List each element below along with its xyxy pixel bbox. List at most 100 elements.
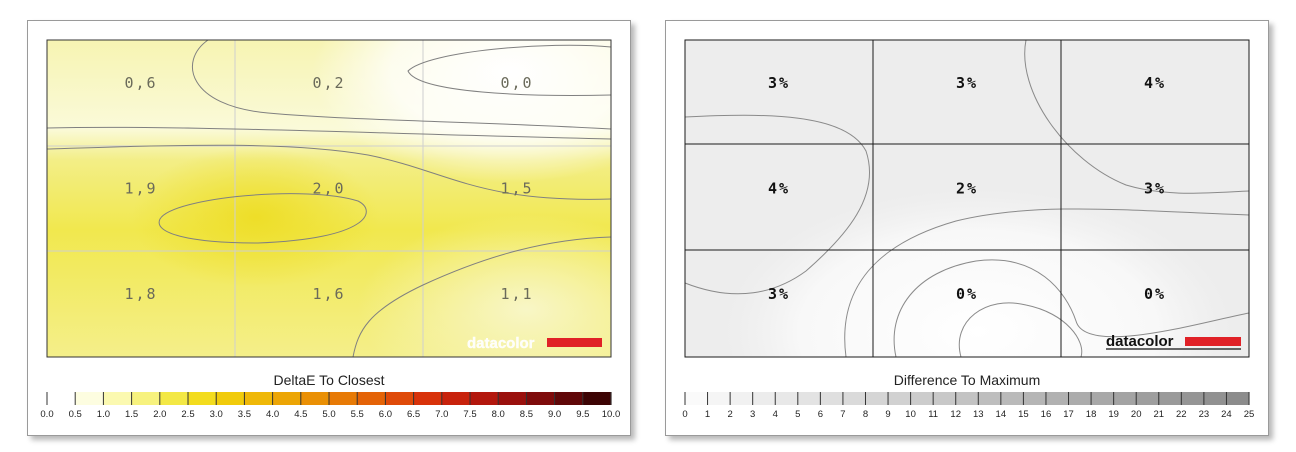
scale-swatch xyxy=(978,392,1002,405)
scale-swatch xyxy=(1091,392,1115,405)
datacolor-logo: datacolor xyxy=(467,335,602,352)
scale-swatch xyxy=(1000,392,1024,405)
scale-label: 13 xyxy=(973,409,984,420)
scale-swatch xyxy=(752,392,776,405)
scale-label: 4.5 xyxy=(294,409,307,420)
deltae-chart-panel: 0,6 0,2 0,0 1,9 2,0 1,5 1,8 1,6 1,1 datacolor De… xyxy=(27,20,631,436)
scale-label: 25 xyxy=(1244,409,1255,420)
scale-label: 0 xyxy=(682,409,687,420)
scale-swatch xyxy=(1023,392,1047,405)
scale-label: 23 xyxy=(1199,409,1210,420)
cell-value: 3% xyxy=(768,285,790,303)
cell-value: 1,5 xyxy=(500,180,533,198)
scale-swatch xyxy=(1136,392,1160,405)
scale-swatch xyxy=(1068,392,1092,405)
contour-line xyxy=(958,302,1083,358)
difference-cell-values: 3% 3% 4% 4% 2% 3% 3% 0% 0% xyxy=(768,74,1166,303)
datacolor-wordmark: datacolor xyxy=(1106,333,1174,350)
scale-swatch xyxy=(582,392,612,405)
scale-label: 9.5 xyxy=(576,409,589,420)
contour-line xyxy=(192,39,612,130)
scale-swatch xyxy=(470,392,499,405)
contour-line xyxy=(407,44,612,96)
scale-swatch xyxy=(272,392,302,405)
scale-label: 5.0 xyxy=(322,409,335,420)
scale-swatch xyxy=(865,392,889,405)
datacolor-logo: datacolor xyxy=(1106,333,1241,350)
scale-swatch xyxy=(103,392,133,405)
scale-swatch xyxy=(75,392,104,405)
scale-label: 0.5 xyxy=(69,409,82,420)
cell-value: 2,0 xyxy=(312,180,345,198)
contour-line xyxy=(844,208,1250,358)
scale-swatch xyxy=(797,392,821,405)
difference-grid xyxy=(685,40,1249,357)
scale-swatch xyxy=(159,392,189,405)
scale-label: 3.0 xyxy=(210,409,223,420)
cell-value: 0,0 xyxy=(500,74,533,92)
scale-label: 2 xyxy=(727,409,732,420)
deltae-grid xyxy=(47,40,611,357)
cell-value: 1,8 xyxy=(124,285,157,303)
legend-title: Difference To Maximum xyxy=(894,372,1041,388)
scale-label: 5 xyxy=(795,409,800,420)
scale-label: 10 xyxy=(905,409,916,420)
scale-swatch xyxy=(300,392,330,405)
scale-label: 11 xyxy=(928,409,938,420)
difference-heatmap: 3% 3% 4% 4% 2% 3% 3% 0% 0% datacolor Difference … xyxy=(682,39,1254,420)
scale-label: 1.0 xyxy=(97,409,110,420)
contour-line xyxy=(158,193,367,244)
scale-label: 7 xyxy=(840,409,845,420)
scale-label: 20 xyxy=(1131,409,1142,420)
deltae-heatmap: 0,6 0,2 0,0 1,9 2,0 1,5 1,8 1,6 1,1 datacolor De… xyxy=(40,39,620,420)
cell-value: 4% xyxy=(768,180,790,198)
scale-label: 4 xyxy=(773,409,778,420)
scale-swatch xyxy=(131,392,161,405)
deltae-color-scale: 0.0 0.5 1.0 1.5 2.0 2.5 3.0 3.5 4.0 4.5 5.0 5.5 6.0 6… xyxy=(40,392,620,420)
scale-swatch xyxy=(730,392,754,405)
scale-label: 1.5 xyxy=(125,409,138,420)
scale-label: 6.5 xyxy=(407,409,420,420)
cell-value: 0,2 xyxy=(312,74,345,92)
contour-line xyxy=(352,236,612,358)
scale-swatch xyxy=(329,392,358,405)
difference-chart-panel: 3% 3% 4% 4% 2% 3% 3% 0% 0% datacolor Difference … xyxy=(665,20,1269,436)
scale-label: 6 xyxy=(818,409,823,420)
scale-swatch xyxy=(820,392,844,405)
scale-swatch xyxy=(188,392,217,405)
scale-swatch xyxy=(910,392,934,405)
legend-title: DeltaE To Closest xyxy=(273,372,384,388)
scale-swatch xyxy=(554,392,584,405)
scale-swatch xyxy=(498,392,527,405)
contour-line xyxy=(1024,39,1250,194)
cell-value: 2% xyxy=(956,180,978,198)
scale-swatch xyxy=(707,392,731,405)
cell-value: 1,9 xyxy=(124,180,157,198)
difference-highlight xyxy=(685,40,1249,357)
scale-label: 3.5 xyxy=(238,409,251,420)
contour-line xyxy=(46,144,612,200)
scale-label: 4.0 xyxy=(266,409,279,420)
cell-value: 0,6 xyxy=(124,74,157,92)
cell-value: 3% xyxy=(1144,180,1166,198)
cell-value: 3% xyxy=(956,74,978,92)
difference-gray-scale: 0 1 2 3 4 5 6 7 8 9 10 11 12 13 14 15 16 17 18 19 20 21 22 23 24… xyxy=(682,392,1254,420)
deltae-plot-area: 0,6 0,2 0,0 1,9 2,0 1,5 1,8 1,6 1,1 datacolor xyxy=(46,39,612,358)
scale-label: 15 xyxy=(1018,409,1029,420)
deltae-contours xyxy=(46,39,612,358)
difference-plot-border xyxy=(684,39,1250,358)
contour-line xyxy=(46,126,612,140)
scale-label: 14 xyxy=(996,409,1007,420)
scale-swatch xyxy=(244,392,274,405)
scale-label: 6.0 xyxy=(379,409,392,420)
scale-label: 5.5 xyxy=(351,409,364,420)
scale-swatch xyxy=(1181,392,1205,405)
cell-value: 1,1 xyxy=(500,285,533,303)
scale-label: 8.0 xyxy=(492,409,505,420)
scale-swatch xyxy=(1203,392,1228,405)
scale-swatch xyxy=(955,392,979,405)
scale-label: 1 xyxy=(705,409,710,420)
scale-swatch xyxy=(385,392,415,405)
scale-label: 18 xyxy=(1086,409,1097,420)
scale-swatch xyxy=(1226,392,1250,405)
